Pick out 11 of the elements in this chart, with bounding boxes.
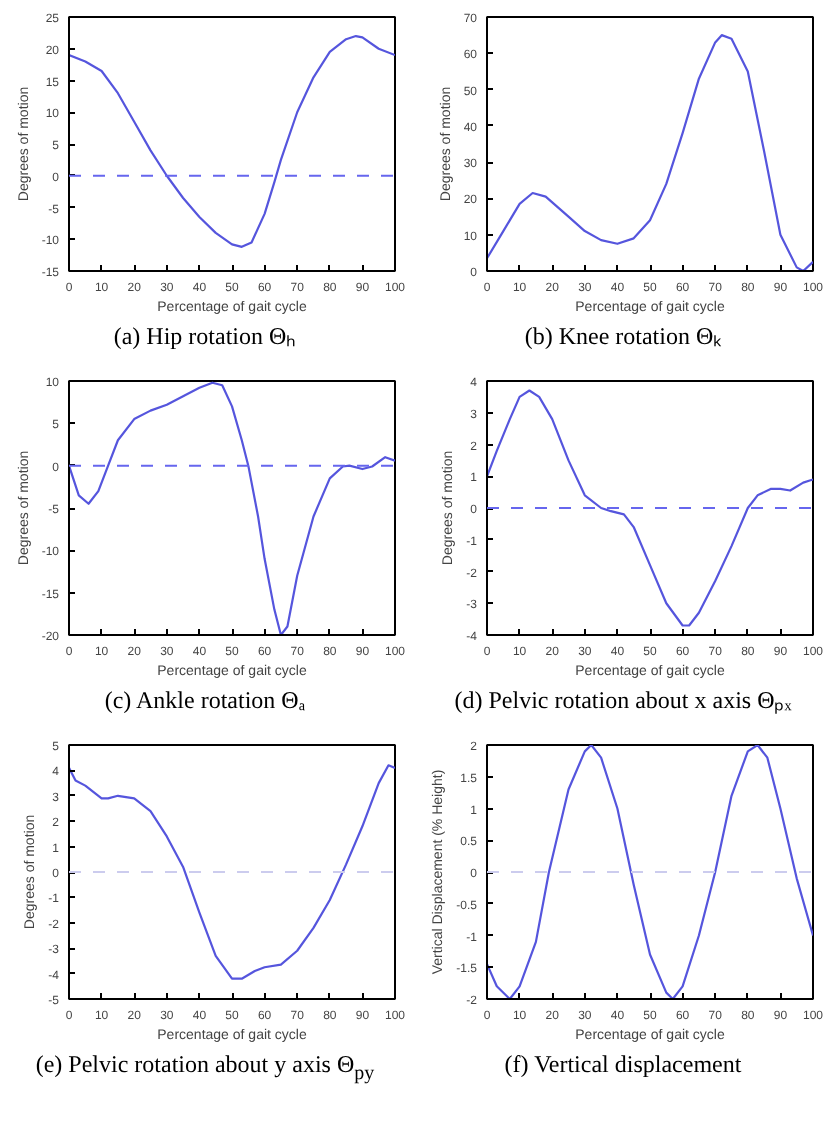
text: (c) Ankle rotation Θₐ	[104, 684, 306, 718]
text: (b) Knee rotation Θₖ	[524, 320, 722, 354]
text: (f) Vertical displacement	[504, 1048, 742, 1082]
line-series	[487, 389, 813, 627]
line-series	[69, 764, 395, 980]
line-series	[487, 745, 813, 999]
text: (d) Pelvic rotation about x axis Θₚₓ	[454, 684, 792, 718]
text: (a) Hip rotation Θₕ	[113, 320, 297, 354]
line-series	[69, 381, 395, 635]
line-series	[69, 34, 395, 248]
text: (e) Pelvic rotation about y axis Θ$_{py}$	[35, 1048, 375, 1089]
